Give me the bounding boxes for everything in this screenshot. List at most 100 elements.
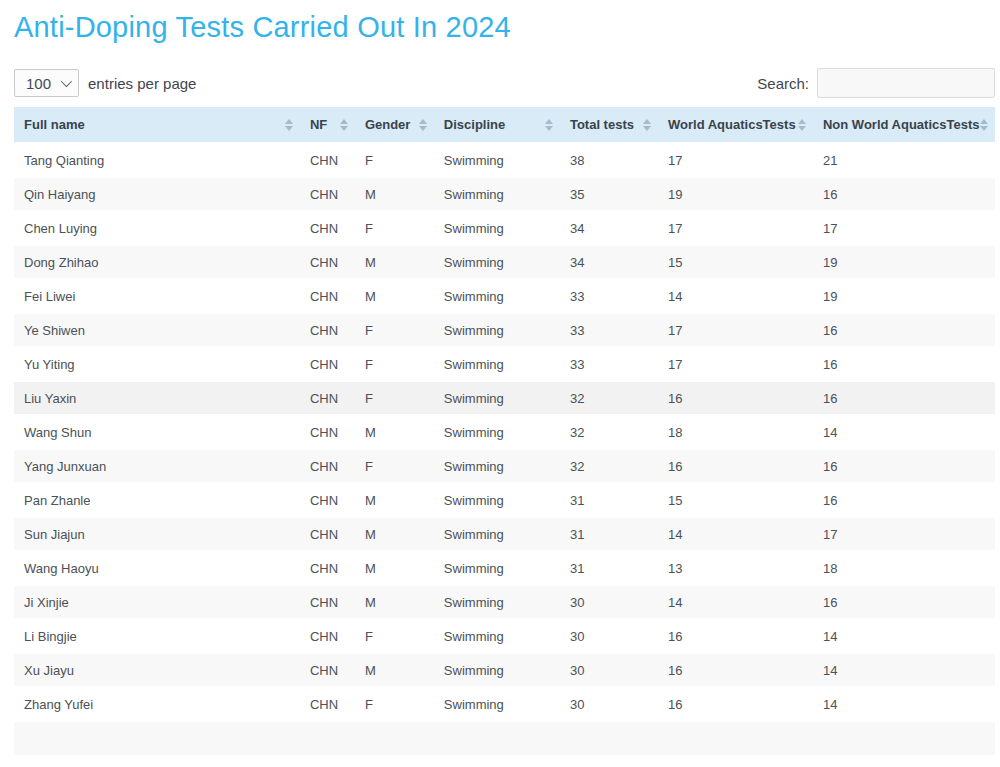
table-cell: 30 bbox=[560, 687, 658, 721]
column-header-non-world-aquaticstests[interactable]: Non World AquaticsTests bbox=[813, 107, 995, 143]
table-cell: 14 bbox=[813, 619, 995, 653]
column-header-nf[interactable]: NF bbox=[300, 107, 355, 143]
table-cell: F bbox=[355, 313, 434, 347]
column-header-total-tests[interactable]: Total tests bbox=[560, 107, 658, 143]
table-cell: 31 bbox=[560, 551, 658, 585]
column-header-label: Non World AquaticsTests bbox=[823, 117, 980, 132]
table-cell: 17 bbox=[813, 211, 995, 245]
table-cell: CHN bbox=[300, 687, 355, 721]
page-size-value: 100 bbox=[26, 75, 51, 92]
table-cell: Swimming bbox=[434, 585, 560, 619]
table-cell: 16 bbox=[658, 381, 813, 415]
table-cell: 16 bbox=[658, 449, 813, 483]
table-cell: CHN bbox=[300, 585, 355, 619]
table-cell: 38 bbox=[560, 143, 658, 177]
table-cell: CHN bbox=[300, 245, 355, 279]
table-cell: Dong Zhihao bbox=[14, 245, 300, 279]
table-cell: CHN bbox=[300, 143, 355, 177]
table-cell: 19 bbox=[813, 245, 995, 279]
table-cell: Chen Luying bbox=[14, 211, 300, 245]
table-cell: M bbox=[355, 585, 434, 619]
table-cell: 15 bbox=[658, 483, 813, 517]
column-header-label: NF bbox=[310, 117, 327, 132]
table-row: Fei LiweiCHNMSwimming331419 bbox=[14, 279, 995, 313]
table-cell: 16 bbox=[813, 585, 995, 619]
table-row: Qin HaiyangCHNMSwimming351916 bbox=[14, 177, 995, 211]
sort-icons bbox=[798, 119, 806, 131]
table-cell: 32 bbox=[560, 449, 658, 483]
table-cell: M bbox=[355, 653, 434, 687]
table-cell: Wang Haoyu bbox=[14, 551, 300, 585]
table-cell: 33 bbox=[560, 313, 658, 347]
search-control: Search: bbox=[757, 68, 995, 98]
column-header-world-aquaticstests[interactable]: World AquaticsTests bbox=[658, 107, 813, 143]
table-cell: Yang Junxuan bbox=[14, 449, 300, 483]
table-cell: CHN bbox=[300, 517, 355, 551]
table-cell: CHN bbox=[300, 279, 355, 313]
table-cell: 34 bbox=[560, 211, 658, 245]
table-cell: CHN bbox=[300, 551, 355, 585]
table-cell: 16 bbox=[813, 483, 995, 517]
table-cell: Wang Shun bbox=[14, 415, 300, 449]
table-cell: 19 bbox=[813, 279, 995, 313]
table-cell: Swimming bbox=[434, 143, 560, 177]
table-cell: 30 bbox=[560, 619, 658, 653]
table-cell: F bbox=[355, 449, 434, 483]
table-cell: Pan Zhanle bbox=[14, 483, 300, 517]
sort-desc-icon bbox=[980, 126, 988, 131]
table-cell: 14 bbox=[813, 653, 995, 687]
page-size-select[interactable]: 100 bbox=[14, 69, 79, 97]
table-cell: CHN bbox=[300, 313, 355, 347]
page-size-control: 100 entries per page bbox=[14, 69, 196, 97]
table-row: Ji XinjieCHNMSwimming301416 bbox=[14, 585, 995, 619]
table-cell: 19 bbox=[658, 177, 813, 211]
results-table: Full name NF GenderDisciplineTotal testsWo… bbox=[14, 107, 995, 755]
sort-icons bbox=[545, 119, 553, 131]
table-cell: CHN bbox=[300, 381, 355, 415]
column-header-full-name[interactable]: Full name bbox=[14, 107, 300, 143]
table-cell: 32 bbox=[560, 381, 658, 415]
table-cell: Swimming bbox=[434, 687, 560, 721]
column-header-discipline[interactable]: Discipline bbox=[434, 107, 560, 143]
table-cell: Swimming bbox=[434, 619, 560, 653]
table-cell: 16 bbox=[813, 381, 995, 415]
table-row: Li BingjieCHNFSwimming301614 bbox=[14, 619, 995, 653]
table-cell: 16 bbox=[813, 313, 995, 347]
sort-desc-icon bbox=[798, 126, 806, 131]
table-row: Dong ZhihaoCHNMSwimming341519 bbox=[14, 245, 995, 279]
sort-icons bbox=[419, 119, 427, 131]
table-cell: 16 bbox=[658, 653, 813, 687]
table-cell: 14 bbox=[813, 415, 995, 449]
sort-desc-icon bbox=[285, 126, 293, 131]
table-cell: 16 bbox=[813, 449, 995, 483]
sort-desc-icon bbox=[643, 126, 651, 131]
table-cell: Sun Jiajun bbox=[14, 517, 300, 551]
table-cell: 14 bbox=[813, 687, 995, 721]
table-cell: 31 bbox=[560, 483, 658, 517]
table-cell: CHN bbox=[300, 483, 355, 517]
table-header-row: Full name NF GenderDisciplineTotal testsWo… bbox=[14, 107, 995, 143]
sort-icons bbox=[643, 119, 651, 131]
table-cell: Swimming bbox=[434, 653, 560, 687]
sort-icons bbox=[980, 119, 988, 131]
page-title: Anti-Doping Tests Carried Out In 2024 bbox=[14, 9, 995, 45]
chevron-down-icon bbox=[61, 76, 72, 87]
table-cell: M bbox=[355, 517, 434, 551]
table-row-partial bbox=[14, 721, 995, 755]
table-cell bbox=[14, 721, 995, 755]
sort-icons bbox=[285, 119, 293, 131]
table-cell: 16 bbox=[813, 347, 995, 381]
sort-asc-icon bbox=[340, 119, 348, 124]
sort-asc-icon bbox=[980, 119, 988, 124]
table-cell: F bbox=[355, 143, 434, 177]
table-cell: 16 bbox=[658, 619, 813, 653]
search-input[interactable] bbox=[817, 68, 995, 98]
table-row: Chen LuyingCHNFSwimming341717 bbox=[14, 211, 995, 245]
table-cell: 18 bbox=[813, 551, 995, 585]
table-cell: Swimming bbox=[434, 517, 560, 551]
column-header-gender[interactable]: Gender bbox=[355, 107, 434, 143]
table-row: Tang QiantingCHNFSwimming381721 bbox=[14, 143, 995, 177]
sort-desc-icon bbox=[419, 126, 427, 131]
table-cell: 17 bbox=[658, 143, 813, 177]
table-cell: 17 bbox=[813, 517, 995, 551]
